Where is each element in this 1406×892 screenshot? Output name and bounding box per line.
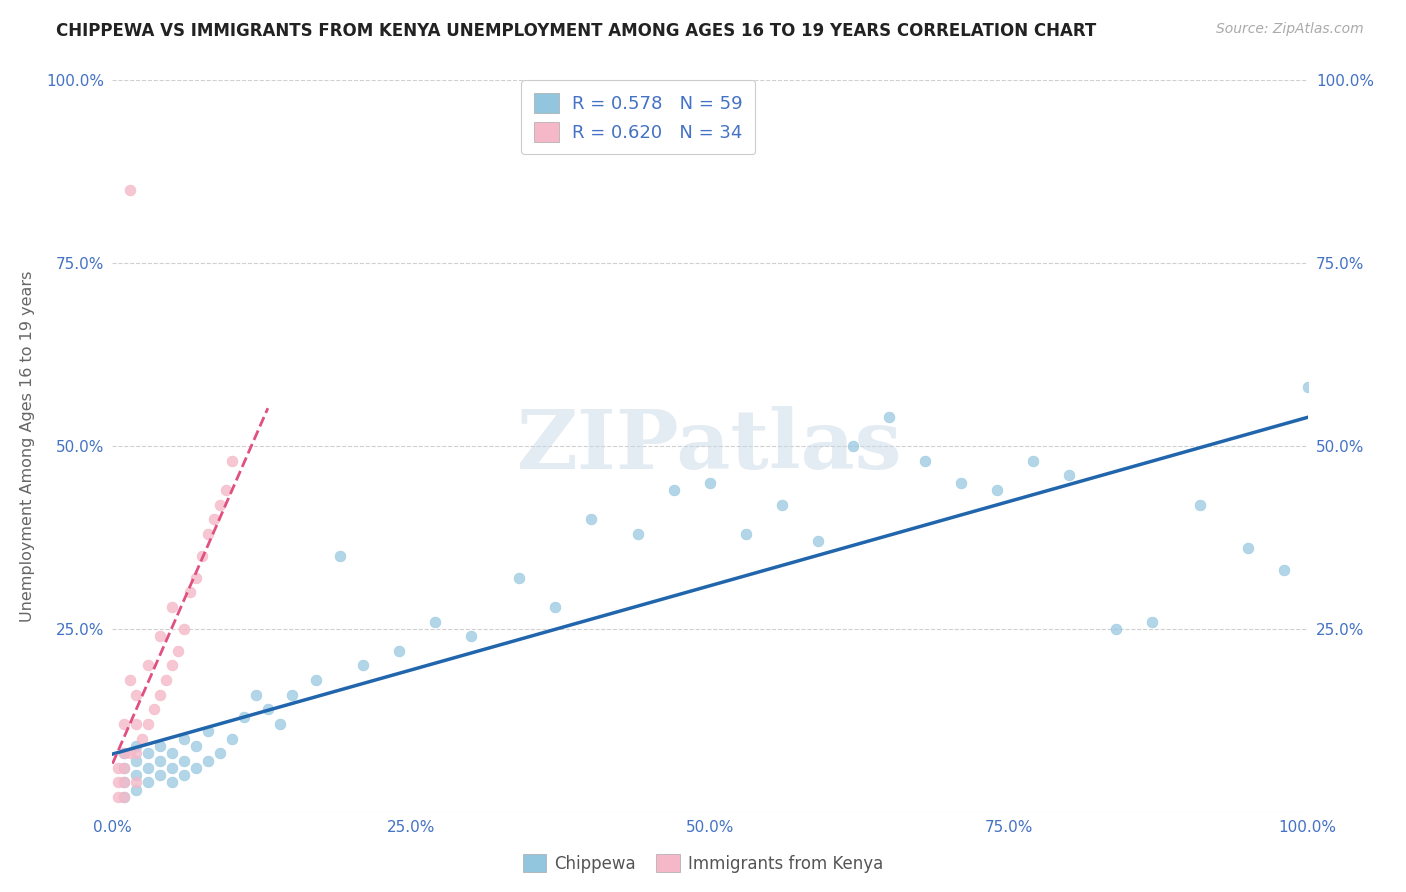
Point [107, 790, 129, 805]
Point [149, 754, 172, 768]
Point [138, 761, 160, 775]
Point [388, 644, 411, 658]
Point [138, 746, 160, 760]
Legend: Chippewa, Immigrants from Kenya: Chippewa, Immigrants from Kenya [516, 847, 890, 880]
Point [215, 483, 238, 497]
Point [579, 512, 602, 526]
Point [986, 483, 1008, 497]
Text: Source: ZipAtlas.com: Source: ZipAtlas.com [1216, 22, 1364, 37]
Point [143, 702, 166, 716]
Point [186, 761, 208, 775]
Point [138, 658, 160, 673]
Point [167, 644, 190, 658]
Point [173, 754, 195, 768]
Point [807, 534, 830, 549]
Point [1189, 498, 1212, 512]
Point [179, 585, 201, 599]
Point [125, 688, 148, 702]
Point [1237, 541, 1260, 556]
Point [120, 673, 142, 687]
Point [460, 629, 482, 643]
Point [162, 775, 183, 789]
Point [173, 622, 195, 636]
Point [138, 775, 160, 789]
Point [114, 790, 135, 805]
Point [233, 709, 256, 723]
Point [914, 453, 936, 467]
Text: ZIPatlas: ZIPatlas [517, 406, 903, 486]
Point [114, 775, 135, 789]
Point [221, 453, 243, 467]
Point [197, 724, 219, 739]
Point [173, 768, 195, 782]
Point [269, 717, 291, 731]
Point [186, 571, 208, 585]
Point [1272, 563, 1295, 577]
Point [257, 702, 280, 716]
Point [131, 731, 153, 746]
Point [1057, 468, 1080, 483]
Point [120, 183, 142, 197]
Point [162, 599, 183, 614]
Point [1105, 622, 1128, 636]
Point [209, 746, 232, 760]
Point [735, 526, 758, 541]
Point [149, 739, 172, 753]
Point [125, 782, 148, 797]
Point [125, 746, 148, 760]
Point [114, 746, 135, 760]
Point [770, 498, 793, 512]
Point [197, 754, 219, 768]
Point [305, 673, 328, 687]
Point [162, 761, 183, 775]
Point [209, 498, 232, 512]
Point [281, 688, 304, 702]
Point [245, 688, 267, 702]
Point [114, 746, 135, 760]
Point [125, 768, 148, 782]
Point [114, 761, 135, 775]
Point [138, 717, 160, 731]
Point [329, 549, 352, 563]
Point [186, 739, 208, 753]
Point [879, 409, 901, 424]
Point [114, 790, 135, 805]
Text: CHIPPEWA VS IMMIGRANTS FROM KENYA UNEMPLOYMENT AMONG AGES 16 TO 19 YEARS CORRELA: CHIPPEWA VS IMMIGRANTS FROM KENYA UNEMPL… [56, 22, 1097, 40]
Point [664, 483, 686, 497]
Point [191, 549, 214, 563]
Y-axis label: Unemployment Among Ages 16 to 19 years: Unemployment Among Ages 16 to 19 years [20, 270, 35, 622]
Point [162, 658, 183, 673]
Point [842, 439, 865, 453]
Point [699, 475, 721, 490]
Point [125, 717, 148, 731]
Point [155, 673, 177, 687]
Point [950, 475, 973, 490]
Point [125, 775, 148, 789]
Point [353, 658, 375, 673]
Point [149, 768, 172, 782]
Point [162, 746, 183, 760]
Point [107, 775, 129, 789]
Point [197, 526, 219, 541]
Point [173, 731, 195, 746]
Point [125, 739, 148, 753]
Point [1296, 380, 1319, 394]
Point [120, 746, 142, 760]
Point [425, 615, 447, 629]
Point [627, 526, 650, 541]
Point [202, 512, 225, 526]
Point [149, 629, 172, 643]
Legend: R = 0.578   N = 59, R = 0.620   N = 34: R = 0.578 N = 59, R = 0.620 N = 34 [522, 80, 755, 154]
Point [508, 571, 530, 585]
Point [114, 761, 135, 775]
Point [125, 754, 148, 768]
Point [114, 775, 135, 789]
Point [221, 731, 243, 746]
Point [114, 717, 135, 731]
Point [1142, 615, 1164, 629]
Point [1022, 453, 1045, 467]
Point [149, 688, 172, 702]
Point [543, 599, 565, 614]
Point [107, 761, 129, 775]
